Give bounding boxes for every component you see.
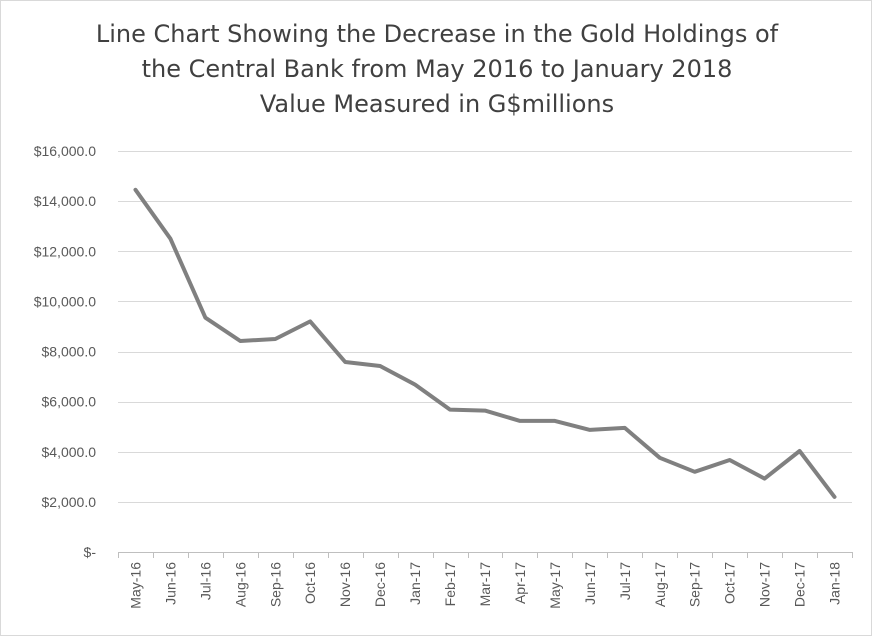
chart-title-line-2: the Central Bank from May 2016 to Januar… xyxy=(141,55,733,83)
data-point xyxy=(553,419,557,423)
y-tick-label: $- xyxy=(84,544,97,560)
chart-title: Line Chart Showing the Decrease in the G… xyxy=(1,17,872,122)
y-tick-label: $8,000.0 xyxy=(42,344,97,360)
data-point xyxy=(448,408,452,412)
data-point xyxy=(483,409,487,413)
x-tick-label: Aug-17 xyxy=(652,562,668,607)
x-tick-label: Jun-17 xyxy=(582,562,598,605)
y-tick-label: $16,000.0 xyxy=(34,143,96,159)
chart-title-line-3: Value Measured in G$millions xyxy=(259,90,615,118)
x-tick-label: Mar-17 xyxy=(477,562,493,607)
x-tick-label: Oct-16 xyxy=(302,562,318,604)
data-point xyxy=(658,456,662,460)
data-point xyxy=(798,449,802,453)
data-point xyxy=(238,339,242,343)
x-tick-label: Dec-17 xyxy=(792,562,808,607)
y-tick-label: $12,000.0 xyxy=(34,243,96,259)
y-tick-label: $6,000.0 xyxy=(42,394,97,410)
x-tick-label: Sep-17 xyxy=(687,562,703,607)
gridlines xyxy=(118,151,852,553)
x-tick-label: Feb-17 xyxy=(442,562,458,607)
x-tick-label: Dec-16 xyxy=(372,562,388,607)
data-point xyxy=(693,470,697,474)
data-point xyxy=(413,383,417,387)
y-tick-label: $10,000.0 xyxy=(34,293,96,309)
x-tick-label: Aug-16 xyxy=(232,562,248,607)
data-point xyxy=(623,426,627,430)
x-tick-label: Jul-17 xyxy=(617,562,633,600)
data-point xyxy=(518,419,522,423)
data-point xyxy=(308,319,312,323)
chart-title-line-1: Line Chart Showing the Decrease in the G… xyxy=(95,20,779,48)
x-tick-label: Jan-17 xyxy=(407,562,423,605)
x-axis-ticks: May-16 Jun-16 Jul-16 Aug-16 Sep-16 Oct-16 Nov-… xyxy=(118,552,853,609)
x-tick-label: Jun-16 xyxy=(162,562,178,605)
x-tick-label: Apr-17 xyxy=(512,562,528,604)
data-point xyxy=(168,237,172,241)
y-tick-label: $14,000.0 xyxy=(34,193,96,209)
data-point xyxy=(728,458,732,462)
data-point xyxy=(273,337,277,341)
x-tick-label: Oct-17 xyxy=(722,562,738,604)
data-point xyxy=(378,364,382,368)
series-line xyxy=(133,187,837,499)
series-layer xyxy=(133,187,837,499)
x-tick-label: May-16 xyxy=(127,562,143,609)
y-tick-label: $2,000.0 xyxy=(42,494,97,510)
x-tick-label: Nov-16 xyxy=(337,562,353,607)
data-point xyxy=(833,495,837,499)
x-tick-label: Jan-18 xyxy=(827,562,843,605)
x-tick-label: Sep-16 xyxy=(267,562,283,607)
x-tick-label: Jul-16 xyxy=(197,562,213,600)
x-tick-label: Nov-17 xyxy=(757,562,773,607)
x-tick-label: May-17 xyxy=(547,562,563,609)
y-axis-ticks: $- $2,000.0 $4,000.0 $6,000.0 $8,000.0 $10,00… xyxy=(34,143,97,560)
data-point xyxy=(343,360,347,364)
data-point xyxy=(763,477,767,481)
data-point xyxy=(588,428,592,432)
data-point xyxy=(133,188,137,192)
data-point xyxy=(203,316,207,320)
y-tick-label: $4,000.0 xyxy=(42,444,97,460)
